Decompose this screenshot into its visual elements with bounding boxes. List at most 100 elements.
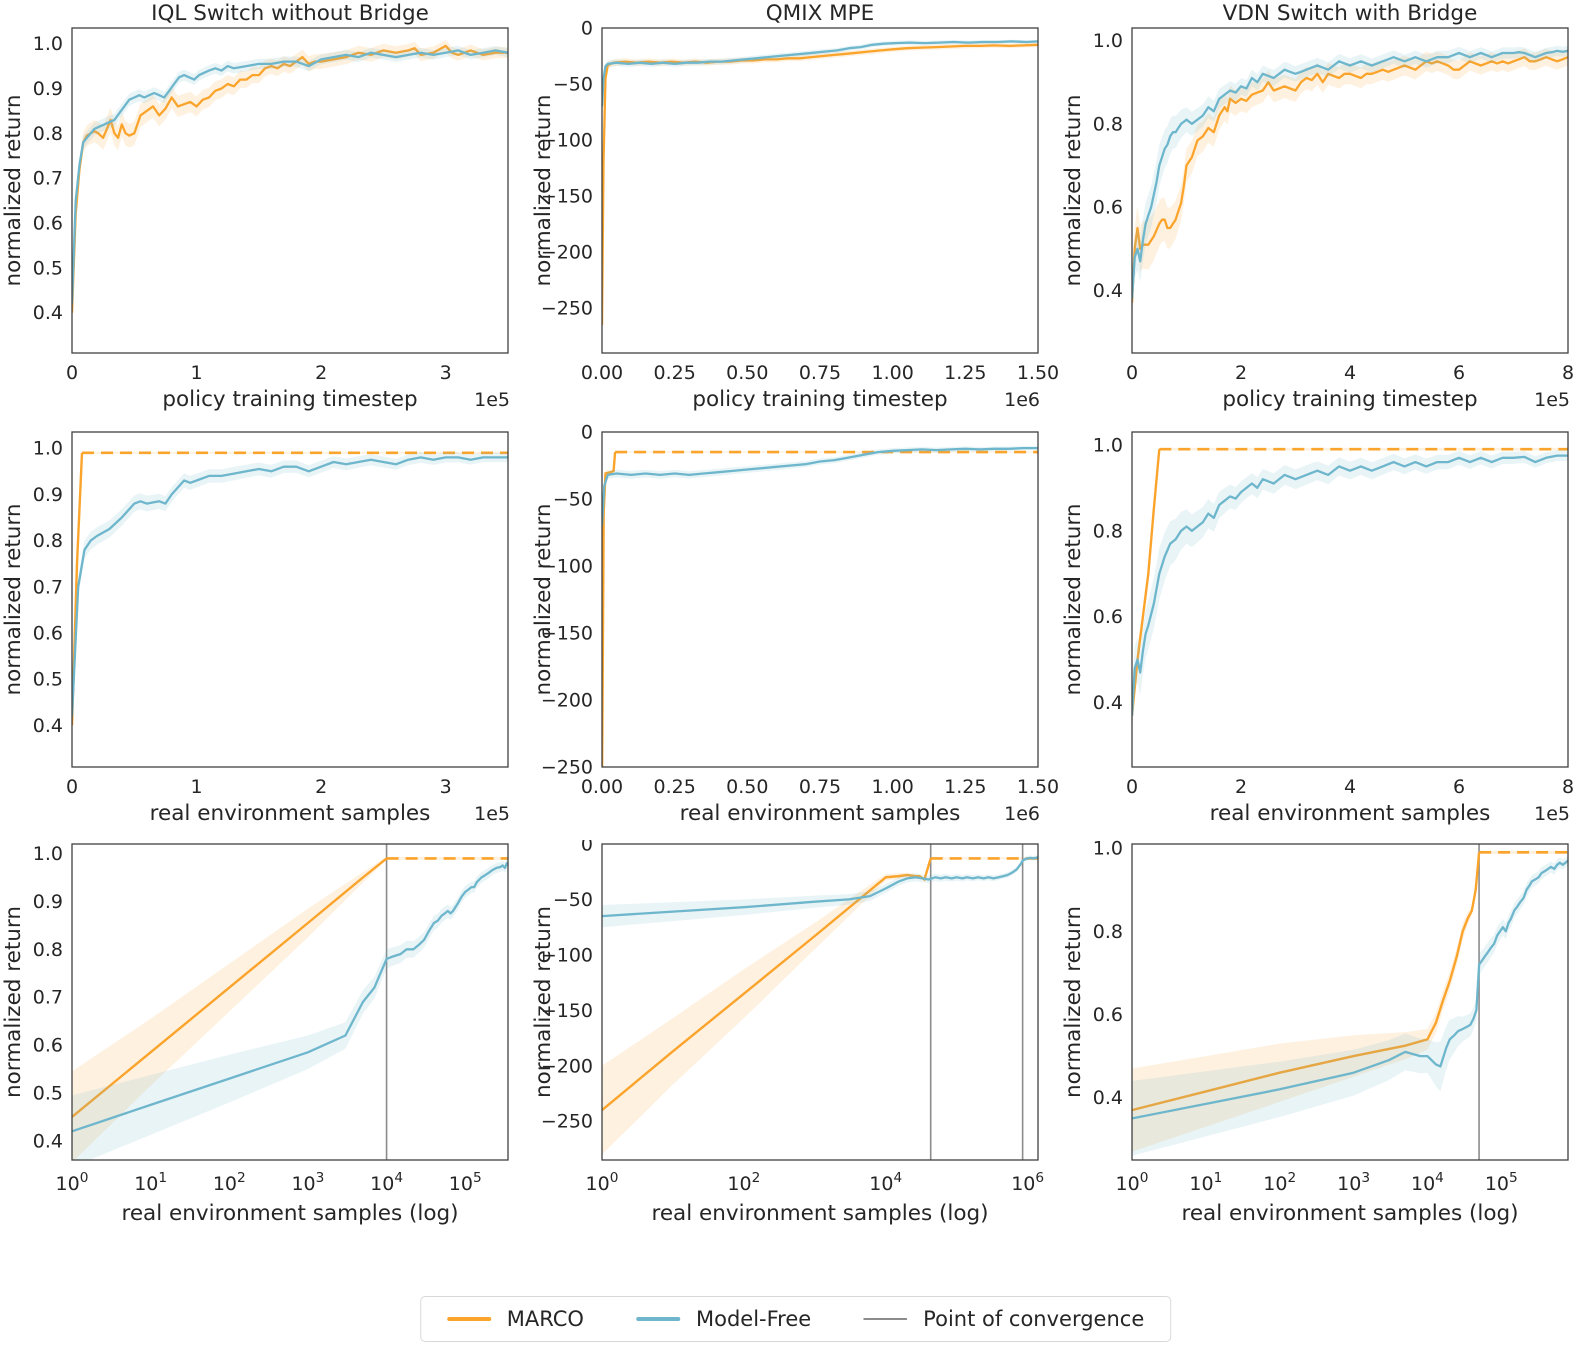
svg-text:6: 6: [1453, 362, 1465, 384]
svg-text:1.50: 1.50: [1017, 776, 1059, 798]
svg-text:1.00: 1.00: [872, 776, 914, 798]
svg-text:−100: −100: [541, 556, 593, 578]
svg-text:0.00: 0.00: [581, 362, 623, 384]
svg-text:1.25: 1.25: [944, 776, 986, 798]
svg-text:104: 104: [370, 1170, 403, 1195]
svg-text:8: 8: [1562, 362, 1574, 384]
svg-text:QMIX MPE: QMIX MPE: [766, 1, 874, 26]
svg-text:IQL Switch without Bridge: IQL Switch without Bridge: [151, 1, 429, 26]
svg-text:normalized return: normalized return: [1, 94, 26, 286]
legend-item-convergence: Point of convergence: [863, 1307, 1144, 1331]
svg-text:104: 104: [869, 1170, 902, 1195]
panel-iql-policy: 0 1 2 3 0.4 0.5 0.6 0.7 0.8 0.9 1.0 policy training…: [1, 1, 510, 412]
legend-label-model-free: Model-Free: [695, 1307, 812, 1331]
svg-text:real environment samples: real environment samples: [680, 801, 961, 826]
svg-text:normalized return: normalized return: [1061, 503, 1086, 695]
svg-text:−150: −150: [541, 1000, 593, 1022]
svg-text:−100: −100: [541, 944, 593, 966]
svg-text:3: 3: [440, 362, 452, 384]
svg-text:−250: −250: [541, 1111, 593, 1133]
svg-text:−150: −150: [541, 623, 593, 645]
marco-line-swatch: [446, 1317, 491, 1321]
svg-text:0.00: 0.00: [581, 776, 623, 798]
svg-text:1.0: 1.0: [1093, 30, 1123, 52]
legend-item-marco: MARCO: [446, 1307, 584, 1331]
svg-text:−150: −150: [541, 186, 593, 208]
panel-qmix-policy: 0.00 0.25 0.50 0.75 1.00 1.25 1.50 0 −50 −100 −150…: [531, 1, 1059, 412]
svg-text:0.4: 0.4: [1093, 1087, 1123, 1109]
svg-text:2: 2: [1235, 776, 1247, 798]
svg-text:102: 102: [1263, 1170, 1296, 1195]
svg-text:policy training timestep: policy training timestep: [162, 387, 417, 412]
svg-text:0.5: 0.5: [33, 1082, 63, 1104]
svg-text:0.7: 0.7: [33, 987, 63, 1009]
svg-text:0.6: 0.6: [1093, 1004, 1123, 1026]
svg-text:0.75: 0.75: [799, 776, 841, 798]
svg-text:−50: −50: [553, 74, 593, 96]
svg-text:100: 100: [56, 1170, 89, 1195]
svg-text:0.8: 0.8: [1093, 113, 1123, 135]
svg-text:0.9: 0.9: [33, 484, 63, 506]
svg-text:−200: −200: [541, 1055, 593, 1077]
svg-text:normalized return: normalized return: [1, 906, 26, 1098]
panel-qmix-samples: 0.00 0.25 0.50 0.75 1.00 1.25 1.50 0 −50 −100 −150…: [531, 422, 1059, 827]
panel-iql-samples-log: 100 101 102 103 104 105 0.4 0.5 0.6 0.7 0.8 0.9 1.0 r…: [1, 843, 509, 1226]
svg-text:100: 100: [586, 1170, 619, 1195]
svg-text:4: 4: [1344, 362, 1356, 384]
legend-label-convergence: Point of convergence: [923, 1307, 1145, 1331]
svg-text:0.75: 0.75: [799, 362, 841, 384]
svg-text:0: 0: [581, 18, 593, 40]
svg-text:1e5: 1e5: [1534, 389, 1570, 411]
svg-text:105: 105: [449, 1170, 482, 1195]
svg-text:0.9: 0.9: [33, 891, 63, 913]
svg-text:0.5: 0.5: [33, 257, 63, 279]
svg-text:1.0: 1.0: [33, 33, 63, 55]
svg-text:0: 0: [581, 422, 593, 444]
svg-text:2: 2: [1235, 362, 1247, 384]
svg-text:1.0: 1.0: [1093, 840, 1123, 860]
svg-text:1e6: 1e6: [1004, 803, 1040, 825]
svg-text:1e5: 1e5: [474, 389, 510, 411]
svg-text:0.8: 0.8: [33, 123, 63, 145]
svg-text:1.50: 1.50: [1017, 362, 1059, 384]
svg-text:105: 105: [1485, 1170, 1518, 1195]
svg-text:106: 106: [1011, 1170, 1044, 1195]
svg-text:policy training timestep: policy training timestep: [692, 387, 947, 412]
svg-text:−50: −50: [553, 489, 593, 511]
svg-text:101: 101: [134, 1170, 167, 1195]
svg-text:real environment samples (log): real environment samples (log): [1181, 1201, 1518, 1226]
svg-text:0: 0: [66, 776, 78, 798]
svg-text:101: 101: [1189, 1170, 1222, 1195]
svg-text:normalized return: normalized return: [531, 94, 556, 286]
svg-text:0.9: 0.9: [33, 78, 63, 100]
svg-text:−250: −250: [541, 757, 593, 779]
panel-vdn-samples: 0 2 4 6 8 0.4 0.6 0.8 1.0 real environment sample…: [1061, 431, 1574, 826]
svg-text:0.8: 0.8: [1093, 520, 1123, 542]
svg-text:103: 103: [1337, 1170, 1370, 1195]
svg-text:0.8: 0.8: [1093, 921, 1123, 943]
svg-text:0.6: 0.6: [33, 1035, 63, 1057]
svg-text:0.4: 0.4: [33, 302, 63, 324]
svg-text:−200: −200: [541, 690, 593, 712]
svg-text:102: 102: [727, 1170, 760, 1195]
svg-text:real environment samples: real environment samples: [150, 801, 431, 826]
svg-text:0.6: 0.6: [1093, 197, 1123, 219]
svg-text:0.5: 0.5: [33, 669, 63, 691]
svg-text:−200: −200: [541, 242, 593, 264]
svg-text:0.4: 0.4: [33, 1130, 63, 1152]
svg-text:1.0: 1.0: [33, 438, 63, 460]
svg-text:normalized return: normalized return: [1, 503, 26, 695]
svg-text:1e5: 1e5: [1534, 803, 1570, 825]
svg-text:0.4: 0.4: [1093, 280, 1123, 302]
svg-text:1: 1: [191, 362, 203, 384]
svg-text:normalized return: normalized return: [1061, 94, 1086, 286]
svg-text:0.4: 0.4: [1093, 692, 1123, 714]
svg-text:0.6: 0.6: [1093, 606, 1123, 628]
svg-text:102: 102: [213, 1170, 246, 1195]
svg-text:104: 104: [1411, 1170, 1444, 1195]
svg-text:0.7: 0.7: [33, 576, 63, 598]
svg-text:2: 2: [315, 362, 327, 384]
svg-text:1e5: 1e5: [474, 803, 510, 825]
svg-text:−100: −100: [541, 130, 593, 152]
